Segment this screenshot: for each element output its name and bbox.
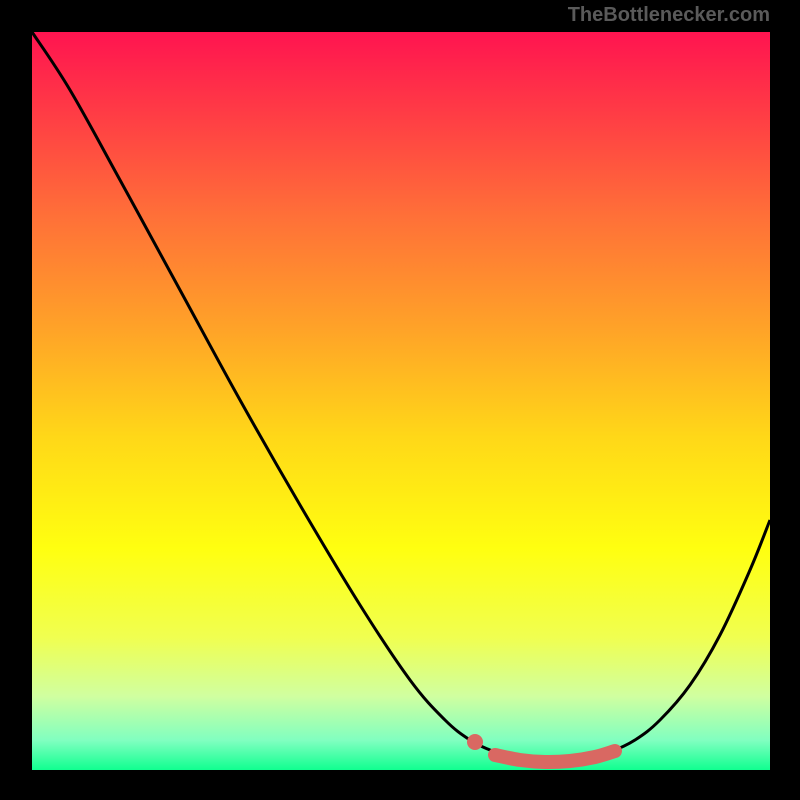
highlight-segment [495, 751, 615, 762]
bottleneck-curve [32, 32, 770, 761]
bottleneck-chart: TheBottlenecker.com [0, 0, 800, 800]
watermark-text: TheBottlenecker.com [568, 4, 770, 27]
chart-svg [0, 0, 800, 800]
highlight-dot [467, 734, 483, 750]
